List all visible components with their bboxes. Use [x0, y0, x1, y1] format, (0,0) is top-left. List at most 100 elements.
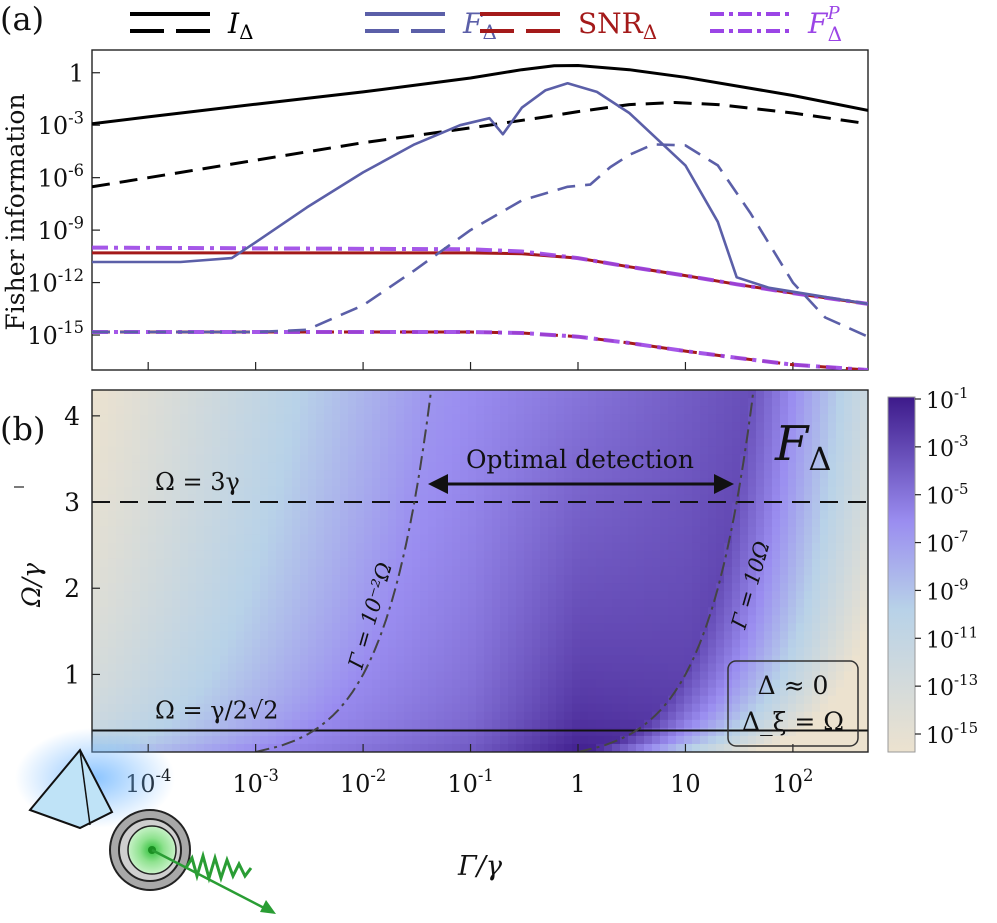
heatmap-cell	[804, 486, 813, 496]
heatmap-cell	[564, 583, 573, 592]
heatmap-cell	[356, 647, 365, 657]
heatmap-cell	[500, 454, 509, 463]
heatmap-cell	[188, 406, 197, 415]
heatmap-cell	[724, 583, 733, 592]
heatmap-cell	[236, 526, 245, 536]
heatmap-cell	[340, 462, 349, 472]
heatmap-cell	[620, 486, 629, 496]
heatmap-cell	[772, 558, 781, 568]
heatmap-cell	[340, 687, 349, 697]
heatmap-cell	[620, 583, 629, 592]
heatmap-cell	[596, 663, 605, 673]
heatmap-cell	[660, 446, 669, 455]
heatmap-cell	[756, 446, 765, 455]
heatmap-cell	[588, 486, 597, 496]
heatmap-cell	[276, 478, 285, 488]
heatmap-cell	[748, 663, 757, 673]
heatmap-cell	[108, 575, 117, 584]
heatmap-cell	[356, 727, 365, 737]
heatmap-cell	[108, 663, 117, 673]
heatmap-cell	[700, 631, 709, 640]
heatmap-cell	[516, 591, 525, 600]
heatmap-cell	[324, 599, 333, 608]
heatmap-cell	[388, 534, 397, 544]
heatmap-cell	[644, 743, 653, 752]
heatmap-cell	[588, 615, 597, 624]
heatmap-cell	[356, 502, 365, 512]
heatmap-cell	[828, 607, 837, 616]
heatmap-cell	[620, 575, 629, 584]
heatmap-cell	[492, 470, 501, 480]
heatmap-cell	[484, 502, 493, 512]
heatmap-cell	[268, 526, 277, 536]
heatmap-cell	[572, 462, 581, 472]
heatmap-cell	[436, 743, 445, 752]
heatmap-cell	[172, 703, 181, 713]
heatmap-cell	[436, 502, 445, 512]
heatmap-cell	[564, 615, 573, 624]
heatmap-cell	[236, 671, 245, 681]
heatmap-cell	[420, 478, 429, 488]
heatmap-cell	[516, 534, 525, 544]
heatmap-cell	[468, 711, 477, 721]
heatmap-cell	[332, 735, 341, 745]
heatmap-cell	[564, 494, 573, 504]
heatmap-cell	[772, 550, 781, 560]
heatmap-cell	[844, 518, 853, 528]
heatmap-cell	[316, 687, 325, 697]
series-F-dashed	[92, 143, 868, 338]
heatmap-cell	[132, 703, 141, 713]
heatmap-cell	[364, 711, 373, 721]
heatmap-cell	[788, 655, 797, 665]
heatmap-cell	[468, 655, 477, 665]
heatmap-cell	[844, 655, 853, 665]
heatmap-cell	[804, 703, 813, 713]
heatmap-cell	[620, 711, 629, 721]
heatmap-cell	[140, 470, 149, 480]
heatmap-cell	[588, 623, 597, 632]
heatmap-cell	[836, 703, 845, 713]
heatmap-cell	[524, 679, 533, 689]
heatmap-cell	[268, 743, 277, 752]
heatmap-cell	[164, 550, 173, 560]
heatmap-cell	[708, 631, 717, 640]
heatmap-cell	[556, 558, 565, 568]
heatmap-cell	[556, 398, 565, 407]
heatmap-cell	[748, 446, 757, 455]
heatmap-cell	[588, 679, 597, 689]
heatmap-cell	[340, 623, 349, 632]
heatmap-cell	[380, 534, 389, 544]
heatmap-cell	[236, 510, 245, 520]
colorbar-tick-label: 10-9	[926, 576, 969, 606]
heatmap-cell	[532, 430, 541, 439]
legend: IΔFΔSNRΔFPΔ	[130, 3, 842, 46]
heatmap-cell	[196, 526, 205, 536]
heatmap-cell	[92, 534, 101, 544]
heatmap-cell	[332, 422, 341, 431]
heatmap-cell	[844, 398, 853, 407]
heatmap-cell	[788, 390, 797, 399]
heatmap-cell	[724, 430, 733, 439]
heatmap-cell	[388, 406, 397, 415]
heatmap-cell	[388, 639, 397, 649]
heatmap-cell	[324, 583, 333, 592]
heatmap-cell	[860, 478, 868, 488]
heatmap-cell	[292, 671, 301, 681]
heatmap-cell	[364, 462, 373, 472]
heatmap-cell	[540, 390, 549, 399]
heatmap-cell	[748, 687, 757, 697]
heatmap-cell	[540, 446, 549, 455]
heatmap-cell	[308, 599, 317, 608]
heatmap-cell	[332, 703, 341, 713]
heatmap-cell	[252, 719, 261, 729]
heatmap-cell	[228, 695, 237, 705]
heatmap-cell	[228, 542, 237, 552]
heatmap-cell	[260, 687, 269, 697]
heatmap-cell	[676, 566, 685, 576]
heatmap-cell	[268, 687, 277, 697]
heatmap-cell	[772, 719, 781, 729]
heatmap-cell	[388, 422, 397, 431]
heatmap-cell	[828, 735, 837, 745]
heatmap-cell	[276, 607, 285, 616]
